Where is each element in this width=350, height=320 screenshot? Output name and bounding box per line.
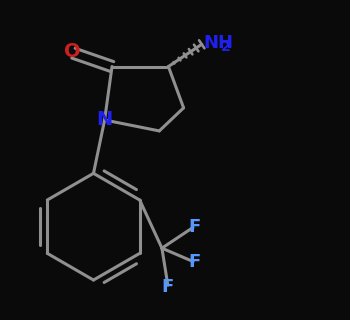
Text: NH: NH <box>203 34 233 52</box>
Text: F: F <box>162 278 174 296</box>
Text: O: O <box>64 42 80 61</box>
Text: F: F <box>188 219 201 236</box>
Text: 2: 2 <box>221 40 231 54</box>
Text: F: F <box>188 252 201 270</box>
Text: N: N <box>97 110 113 130</box>
